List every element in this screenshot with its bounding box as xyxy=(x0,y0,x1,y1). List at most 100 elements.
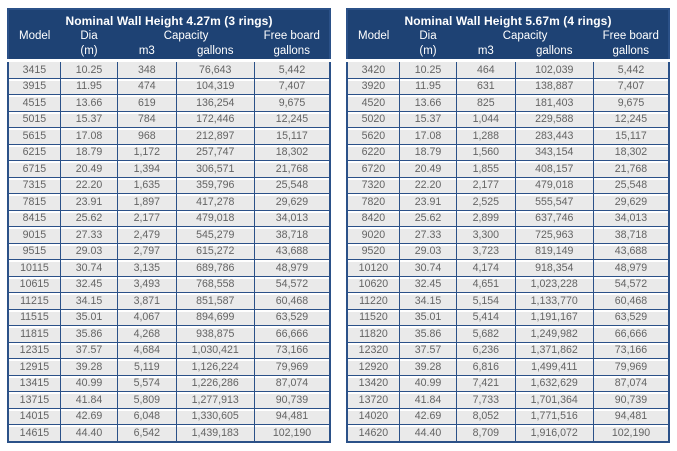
cell-model: 11215 xyxy=(7,292,61,310)
cell-capacity-m3: 7,421 xyxy=(456,374,516,393)
cell-dia-m: 29.03 xyxy=(59,242,119,261)
cell-capacity-m3: 6,816 xyxy=(456,358,516,376)
table-row: 7815 23.91 1,897 417,278 29,629 xyxy=(7,193,331,211)
cell-model: 14015 xyxy=(7,407,61,426)
table-row: 3915 11.95 474 104,319 7,407 xyxy=(7,77,331,96)
table-row: 5015 15.37 784 172,446 12,245 xyxy=(7,110,331,129)
cell-dia-m: 22.20 xyxy=(59,176,119,195)
cell-model: 10615 xyxy=(7,275,61,294)
cell-capacity-m3: 3,493 xyxy=(117,275,177,294)
cell-dia-m: 37.57 xyxy=(59,341,119,360)
cell-model: 12320 xyxy=(346,341,400,360)
cell-freeboard-gallons: 102,190 xyxy=(253,424,331,443)
cell-freeboard-gallons: 25,548 xyxy=(253,176,331,195)
cell-dia-m: 35.01 xyxy=(59,308,119,327)
table-row: 14615 44.40 6,542 1,439,183 102,190 xyxy=(7,424,331,443)
cell-freeboard-gallons: 87,074 xyxy=(592,374,670,393)
cell-capacity-m3: 6,048 xyxy=(117,407,177,426)
cell-freeboard-gallons: 12,245 xyxy=(253,110,331,129)
col-header-model: Model xyxy=(8,29,61,61)
cell-capacity-gallons: 172,446 xyxy=(175,110,255,129)
cell-dia-m: 20.49 xyxy=(398,160,458,178)
cell-capacity-m3: 8,709 xyxy=(456,424,516,443)
cell-freeboard-gallons: 73,166 xyxy=(253,341,331,360)
cell-model: 6720 xyxy=(346,160,400,178)
cell-dia-m: 34.15 xyxy=(398,292,458,310)
cell-model: 11515 xyxy=(7,308,61,327)
cell-freeboard-gallons: 38,718 xyxy=(592,226,670,244)
cell-dia-m: 41.84 xyxy=(398,391,458,409)
col-header-capacity: Capacity xyxy=(456,29,594,45)
cell-capacity-gallons: 1,126,224 xyxy=(175,358,255,376)
table-header: Nominal Wall Height 5.67m (4 rings) Mode… xyxy=(347,9,669,61)
cell-capacity-gallons: 1,916,072 xyxy=(514,424,594,443)
cell-capacity-gallons: 1,226,286 xyxy=(175,374,255,393)
cell-dia-m: 32.45 xyxy=(398,275,458,294)
cell-freeboard-gallons: 34,013 xyxy=(253,209,331,228)
cell-dia-m: 25.62 xyxy=(398,209,458,228)
cell-capacity-m3: 4,684 xyxy=(117,341,177,360)
table-row: 6720 20.49 1,855 408,157 21,768 xyxy=(346,160,670,178)
cell-capacity-m3: 3,135 xyxy=(117,259,177,277)
table-row: 12315 37.57 4,684 1,030,421 73,166 xyxy=(7,341,331,360)
table-row: 12915 39.28 5,119 1,126,224 79,969 xyxy=(7,358,331,376)
cell-dia-m: 30.74 xyxy=(59,259,119,277)
cell-model: 5015 xyxy=(7,110,61,129)
table-row: 3420 10.25 464 102,039 5,442 xyxy=(346,59,670,79)
cell-capacity-gallons: 1,499,411 xyxy=(514,358,594,376)
cell-model: 13715 xyxy=(7,391,61,409)
cell-model: 12915 xyxy=(7,358,61,376)
cell-capacity-m3: 1,172 xyxy=(117,143,177,162)
cell-capacity-gallons: 479,018 xyxy=(514,176,594,195)
cell-dia-m: 30.74 xyxy=(398,259,458,277)
cell-model: 5020 xyxy=(346,110,400,129)
cell-dia-m: 32.45 xyxy=(59,275,119,294)
cell-capacity-m3: 4,067 xyxy=(117,308,177,327)
cell-capacity-m3: 464 xyxy=(456,59,516,79)
cell-model: 13415 xyxy=(7,374,61,393)
cell-dia-m: 11.95 xyxy=(398,77,458,96)
cell-dia-m: 41.84 xyxy=(59,391,119,409)
cell-capacity-gallons: 1,191,167 xyxy=(514,308,594,327)
table-title: Nominal Wall Height 5.67m (4 rings) xyxy=(347,9,669,29)
col-header-freeboard: Free board xyxy=(593,29,669,45)
cell-freeboard-gallons: 87,074 xyxy=(253,374,331,393)
table-row: 10120 30.74 4,174 918,354 48,979 xyxy=(346,259,670,277)
cell-dia-m: 10.25 xyxy=(59,59,119,79)
table-body: 3415 10.25 348 76,643 5,442 3915 11.95 474 104,3… xyxy=(7,59,331,443)
cell-capacity-gallons: 212,897 xyxy=(175,127,255,145)
table-row: 14015 42.69 6,048 1,330,605 94,481 xyxy=(7,407,331,426)
cell-dia-m: 42.69 xyxy=(59,407,119,426)
cell-model: 10620 xyxy=(346,275,400,294)
col-header-dia: Dia xyxy=(60,29,118,45)
cell-capacity-m3: 6,236 xyxy=(456,341,516,360)
cell-capacity-m3: 348 xyxy=(117,59,177,79)
cell-dia-m: 44.40 xyxy=(59,424,119,443)
table-row: 12920 39.28 6,816 1,499,411 79,969 xyxy=(346,358,670,376)
cell-freeboard-gallons: 18,302 xyxy=(592,143,670,162)
cell-model: 12920 xyxy=(346,358,400,376)
cell-freeboard-gallons: 79,969 xyxy=(592,358,670,376)
cell-capacity-m3: 2,525 xyxy=(456,193,516,211)
cell-freeboard-gallons: 43,688 xyxy=(592,242,670,261)
cell-capacity-gallons: 136,254 xyxy=(175,94,255,112)
cell-capacity-gallons: 689,786 xyxy=(175,259,255,277)
cell-capacity-gallons: 894,699 xyxy=(175,308,255,327)
capacity-table: Nominal Wall Height 4.27m (3 rings) Mode… xyxy=(7,8,331,443)
cell-freeboard-gallons: 9,675 xyxy=(253,94,331,112)
cell-dia-m: 18.79 xyxy=(398,143,458,162)
cell-dia-m: 44.40 xyxy=(398,424,458,443)
cell-model: 9515 xyxy=(7,242,61,261)
table-row: 11815 35.86 4,268 938,875 66,666 xyxy=(7,325,331,343)
cell-freeboard-gallons: 12,245 xyxy=(592,110,670,129)
table-row: 10620 32.45 4,651 1,023,228 54,572 xyxy=(346,275,670,294)
cell-dia-m: 40.99 xyxy=(59,374,119,393)
cell-dia-m: 34.15 xyxy=(59,292,119,310)
cell-dia-m: 42.69 xyxy=(398,407,458,426)
cell-freeboard-gallons: 7,407 xyxy=(592,77,670,96)
cell-model: 6220 xyxy=(346,143,400,162)
cell-freeboard-gallons: 66,666 xyxy=(253,325,331,343)
cell-capacity-gallons: 257,747 xyxy=(175,143,255,162)
table-row: 11220 34.15 5,154 1,133,770 60,468 xyxy=(346,292,670,310)
cell-capacity-m3: 2,797 xyxy=(117,242,177,261)
